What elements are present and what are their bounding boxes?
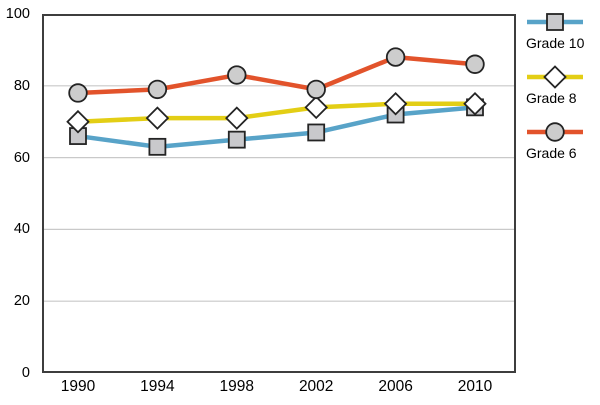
diamond-marker [463,91,487,116]
circle-marker [147,79,168,100]
series-grade-10 [69,98,484,156]
legend-item-grade-8: Grade 8 [526,65,598,107]
diamond-icon [543,65,567,89]
legend-label-grade-6: Grade 6 [526,145,577,161]
square-marker [227,130,246,149]
x-tick-label-1990: 1990 [60,378,96,395]
y-tick-label-0: 0 [21,365,30,381]
square-icon [546,13,564,31]
square-marker [148,137,167,156]
diamond-marker [304,95,328,120]
legend-key-grade-6 [527,122,583,142]
plot-frame [42,14,516,373]
y-tick-label-40: 40 [13,221,30,238]
square-marker [307,123,326,142]
legend-item-grade-10: Grade 10 [526,10,598,52]
circle-marker [306,79,326,100]
legend-item-grade-6: Grade 6 [526,120,598,162]
circle-marker [385,47,406,67]
y-tick-label-20: 20 [13,293,30,310]
series-grade-6 [68,47,485,103]
legend-key-grade-10 [527,13,583,31]
circle-marker [68,83,88,103]
circle-icon [545,122,565,142]
legend-label-grade-8: Grade 8 [526,90,577,106]
circle-marker [227,65,247,85]
x-tick-label-1994: 1994 [140,378,175,395]
x-tick-label-2002: 2002 [298,378,334,395]
legend-label-grade-10: Grade 10 [526,35,585,51]
x-tick-label-2006: 2006 [378,378,413,395]
series-line-grade-10 [77,105,476,150]
series-line-grade-6 [77,54,476,96]
circle-marker [465,54,485,74]
series-line-grade-8 [77,101,475,124]
series-grade-8 [66,91,487,134]
x-tick-label-1998: 1998 [219,378,255,395]
diamond-marker [225,106,249,130]
diamond-marker [145,106,170,130]
legend-key-grade-8 [527,65,583,89]
diamond-marker [383,91,408,116]
diamond-marker [66,109,90,134]
x-tick-label-2010: 2010 [457,378,493,395]
y-tick-label-100: 100 [5,6,30,22]
legend: Grade 10 Grade 8 Grade 6 [526,10,598,162]
y-tick-label-80: 80 [13,77,30,94]
y-tick-label-60: 60 [13,149,30,166]
